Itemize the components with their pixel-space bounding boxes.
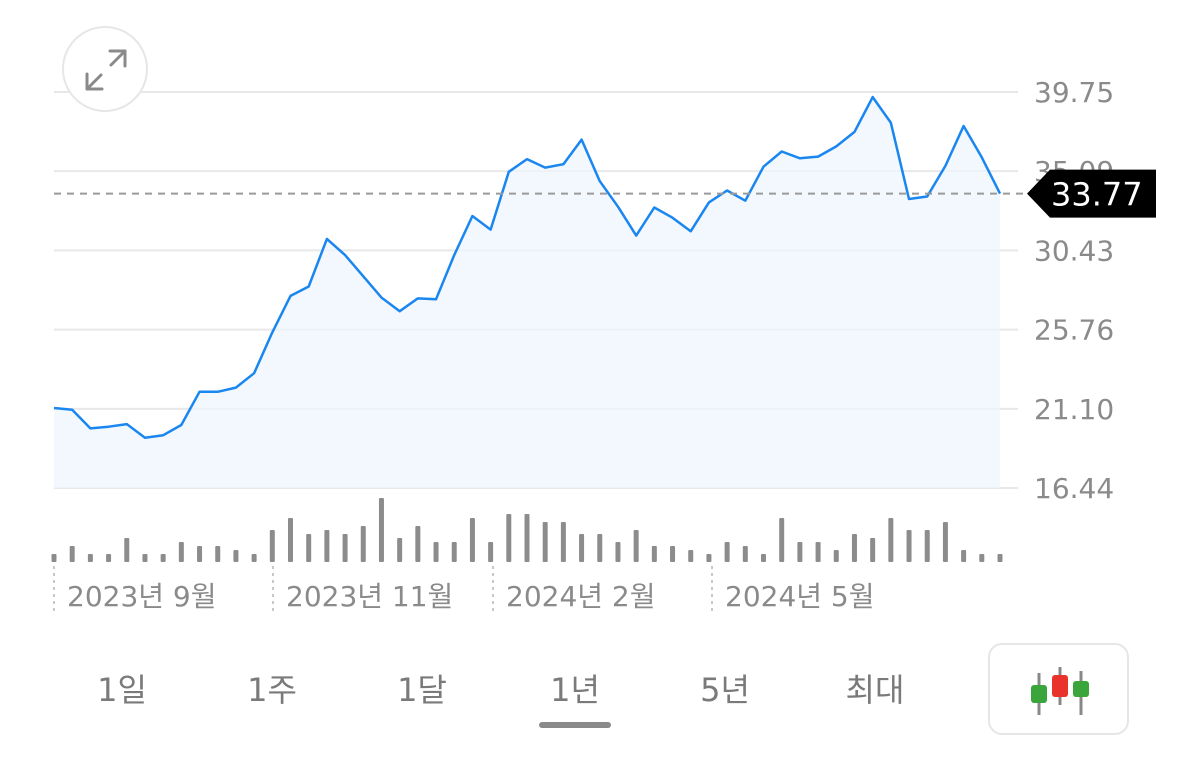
y-tick-label: 21.10 [1034, 393, 1114, 426]
volume-bar [779, 518, 785, 562]
volume-bar [797, 542, 803, 562]
volume-bar [160, 554, 166, 562]
volume-bar [197, 546, 203, 562]
volume-bar [815, 542, 821, 562]
volume-bar [560, 522, 566, 562]
volume-bar [142, 554, 148, 562]
tab-1y[interactable]: 1년 [550, 671, 600, 709]
volume-bar [524, 514, 530, 562]
active-tab-indicator [539, 722, 611, 728]
volume-bar [306, 534, 312, 562]
price-line [53, 95, 1002, 439]
volume-bar [961, 550, 967, 562]
volume-bar [833, 550, 839, 562]
volume-bars [51, 498, 1003, 562]
expand-button[interactable] [62, 26, 148, 112]
x-tick-label: 2023년 11월 [286, 580, 453, 613]
y-tick-label: 39.75 [1034, 76, 1114, 109]
volume-bar [851, 534, 857, 562]
tab-1m[interactable]: 1달 [397, 671, 447, 709]
volume-bar [469, 518, 475, 562]
y-tick-label: 16.44 [1034, 472, 1114, 505]
volume-bar [633, 530, 639, 562]
volume-bar [215, 546, 221, 562]
volume-bar [342, 534, 348, 562]
volume-bar [51, 554, 57, 562]
tab-5y[interactable]: 5년 [700, 671, 750, 709]
volume-bar [269, 530, 275, 562]
tab-1d[interactable]: 1일 [97, 671, 147, 709]
volume-bar [488, 542, 494, 562]
volume-bar [688, 550, 694, 562]
range-tabs: 1일 1주 1달 1년 5년 최대 [48, 655, 948, 735]
volume-bar [597, 534, 603, 562]
chart-type-button[interactable] [988, 643, 1129, 735]
volume-bar [670, 546, 676, 562]
current-price-tag: 33.77 [1027, 169, 1156, 218]
volume-bar [579, 534, 585, 562]
volume-bar [724, 542, 730, 562]
volume-bar [706, 554, 712, 562]
current-price-value: 33.77 [1051, 176, 1143, 214]
volume-bar [69, 546, 75, 562]
volume-bar [397, 538, 403, 562]
price-area [54, 97, 1000, 488]
volume-bar [615, 542, 621, 562]
volume-bar [651, 546, 657, 562]
x-axis-labels: 2023년 9월 2023년 11월 2024년 2월 2024년 5월 [53, 566, 875, 613]
volume-bar [506, 514, 512, 562]
volume-bar [251, 554, 257, 562]
volume-bar [451, 542, 457, 562]
candlestick-icon [1031, 667, 1089, 715]
volume-bar [870, 538, 876, 562]
y-tick-label: 30.43 [1034, 234, 1114, 267]
volume-bar [87, 554, 93, 562]
volume-bar [178, 542, 184, 562]
volume-bar [288, 518, 293, 562]
tab-1w[interactable]: 1주 [247, 671, 297, 709]
x-tick-label: 2024년 5월 [725, 580, 875, 613]
volume-bar [997, 554, 1003, 562]
x-tick-label: 2023년 9월 [67, 580, 217, 613]
volume-bar [378, 498, 384, 562]
volume-bar [124, 538, 130, 562]
expand-arrows-icon [85, 49, 127, 91]
volume-bar [761, 554, 766, 562]
volume-bar [924, 530, 930, 562]
volume-bar [360, 526, 366, 562]
volume-bar [415, 526, 421, 562]
volume-bar [433, 542, 439, 562]
volume-bar [542, 522, 548, 562]
volume-bar [979, 554, 985, 562]
volume-bar [906, 530, 912, 562]
tab-max[interactable]: 최대 [845, 671, 905, 709]
volume-bar [942, 522, 948, 562]
y-tick-label: 25.76 [1034, 314, 1114, 347]
volume-bar [106, 554, 112, 562]
volume-bar [233, 550, 239, 562]
x-tick-label: 2024년 2월 [506, 580, 656, 613]
current-price-tag-bg [1027, 169, 1156, 218]
volume-bar [888, 518, 894, 562]
volume-bar [324, 530, 330, 562]
volume-bar [742, 546, 748, 562]
